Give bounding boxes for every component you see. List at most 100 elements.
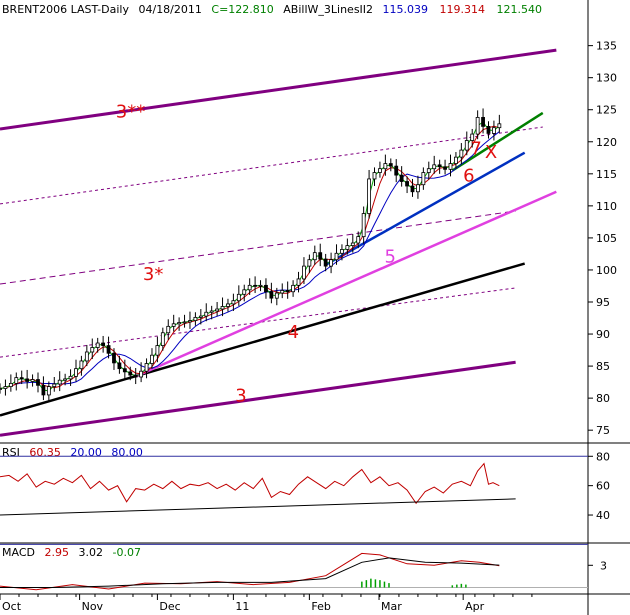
price-candle (416, 184, 420, 193)
price-candle (171, 323, 176, 327)
price-candle (166, 325, 171, 334)
price-tick-label: 120 (596, 136, 617, 149)
rsi-high-level: 80.00 (111, 446, 143, 459)
price-tick-label: 80 (596, 392, 610, 405)
annotation-label: 3 (235, 385, 246, 406)
price-candle (236, 293, 241, 302)
price-tick-label: 115 (596, 168, 617, 181)
macd-panel: 3 (0, 552, 607, 591)
price-tick-label: 130 (596, 72, 617, 85)
price-tick-label: 105 (596, 232, 617, 245)
rsi-panel: 40 60 80 (0, 450, 610, 545)
price-candle (188, 320, 192, 323)
price-candle (25, 378, 30, 382)
price-candle (84, 351, 89, 362)
price-candle (209, 310, 214, 313)
price-candle (8, 382, 13, 387)
time-tick-label: Feb (311, 600, 330, 613)
price-candle (367, 178, 371, 214)
macd-name: MACD (2, 546, 35, 559)
price-candle (340, 249, 344, 254)
price-candle (334, 252, 339, 261)
price-candle (269, 291, 274, 299)
time-tick-label: Nov (82, 600, 104, 613)
price-candle (329, 259, 333, 267)
price-candle (204, 311, 209, 317)
price-tick-label: 110 (596, 200, 617, 213)
rsi-tick-label: 60 (596, 480, 610, 493)
price-candle (318, 252, 323, 260)
symbol-label: BRENT2006 LAST-Daily (2, 3, 129, 16)
price-candle (122, 368, 127, 373)
price-tick-label: 125 (596, 104, 617, 117)
macd-value-1: 2.95 (44, 546, 69, 559)
price-candle (307, 259, 312, 267)
price-candle (112, 352, 116, 364)
price-candle (454, 156, 458, 164)
price-candle (30, 379, 35, 382)
annotation-label: 3* (143, 264, 163, 285)
annotation-label: 4 (288, 322, 299, 343)
price-candle (41, 384, 46, 396)
price-candle (492, 127, 496, 134)
date-label: 04/18/2011 (138, 3, 201, 16)
price-candle (68, 375, 73, 380)
price-candle (52, 383, 57, 388)
price-candle (226, 303, 230, 307)
price-candle (323, 258, 328, 267)
price-tick-label: 135 (596, 40, 617, 53)
price-candle (95, 342, 100, 348)
moving-average-slow (0, 131, 500, 389)
price-candle (139, 370, 144, 378)
price-candle (215, 308, 220, 312)
price-candle (410, 185, 415, 193)
rsi-name: RSI (2, 446, 20, 459)
price-candle (155, 345, 160, 356)
price-tick-label: 100 (596, 264, 617, 277)
price-candle (350, 242, 355, 246)
macd-value-3: -0.07 (112, 546, 140, 559)
price-candle (405, 181, 409, 187)
price-candle (475, 117, 480, 135)
price-candle (285, 290, 290, 293)
trendlines (0, 48, 557, 437)
price-candle (177, 322, 182, 325)
macd-tick-label: 3 (600, 559, 607, 572)
price-candle (128, 371, 133, 376)
price-candle (448, 163, 453, 170)
time-tick-label: Oct (2, 600, 22, 613)
rsi-header: RSI 60.35 20.00 80.00 (2, 446, 143, 459)
price-candle (291, 284, 295, 293)
price-candle (150, 354, 154, 364)
price-candle (182, 321, 187, 324)
annotation-label: X (485, 142, 497, 163)
price-candle (63, 378, 68, 381)
price-candle (421, 172, 426, 186)
price-candle (57, 379, 62, 385)
price-candle (378, 168, 382, 173)
macd-header: MACD 2.95 3.02 -0.07 (2, 546, 141, 559)
trendline-6 (325, 151, 526, 266)
study-label: ABillW_3LinesII2 (283, 3, 373, 16)
time-tick-label: Mar (381, 600, 402, 613)
price-candle (372, 172, 377, 180)
rsi-tick-label: 40 (596, 509, 610, 522)
price-candle (264, 284, 268, 293)
rsi-line (0, 462, 500, 505)
trendline-7 (451, 111, 544, 172)
price-candle (36, 379, 40, 386)
price-candle (383, 163, 388, 170)
rsi-tick-label: 80 (596, 450, 610, 463)
study-value-1: 115.039 (383, 3, 429, 16)
price-candle (394, 165, 399, 176)
price-candle (426, 168, 431, 173)
time-tick-label: Dec (159, 600, 180, 613)
price-tick-label: 95 (596, 296, 610, 309)
price-series (0, 108, 502, 402)
price-candle (242, 289, 247, 295)
trendline-3ss (0, 48, 557, 131)
annotation-label: 5 (384, 246, 395, 267)
price-candle (198, 315, 203, 318)
price-candle (19, 377, 24, 380)
